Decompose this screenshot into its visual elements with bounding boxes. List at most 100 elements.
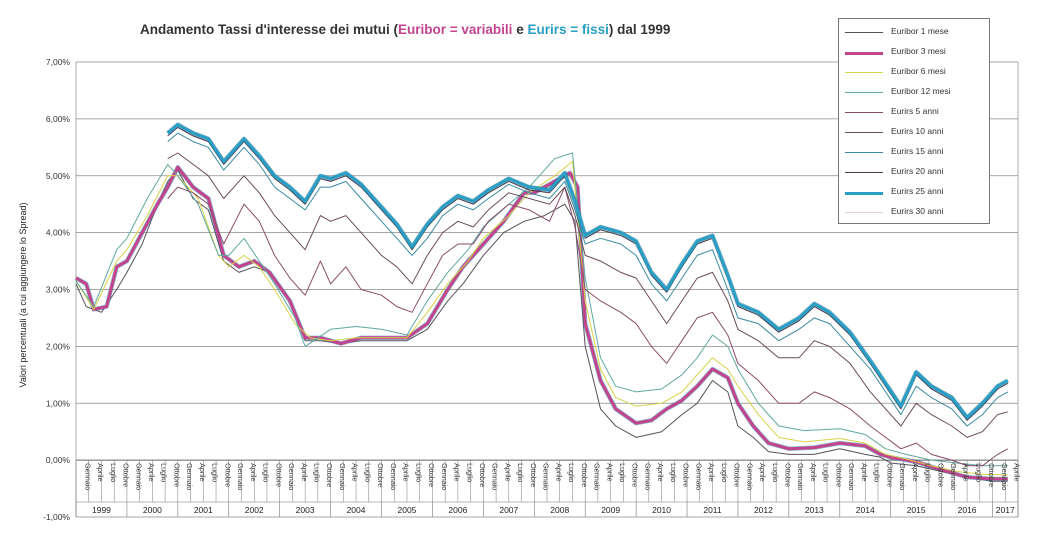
year-label: 2012: [754, 505, 773, 515]
month-label: Aprile: [147, 463, 156, 481]
month-label: Aprile: [707, 463, 716, 481]
month-label: Ottobre: [274, 463, 283, 487]
year-label: 2000: [143, 505, 162, 515]
legend-item: Eurirs 5 anni: [839, 103, 989, 123]
year-label: 2016: [958, 505, 977, 515]
y-tick-label: 7,00%: [46, 57, 71, 67]
month-label: Aprile: [962, 463, 971, 481]
legend-item: Euribor 12 mesi: [839, 83, 989, 103]
year-label: 2010: [652, 505, 671, 515]
gridlines: [75, 61, 1019, 518]
legend-label: Eurirs 15 anni: [891, 146, 944, 156]
month-label: Ottobre: [987, 463, 996, 487]
legend-item: Eurirs 15 anni: [839, 143, 989, 163]
legend-item: Eurirs 20 anni: [839, 163, 989, 183]
month-label: Aprile: [1013, 463, 1022, 481]
y-axis-ticks: -1,00% 0,00% 1,00% 2,00% 3,00% 4,00% 5,00% 6,00…: [43, 57, 70, 522]
title-part: ) dal 1999: [608, 22, 671, 37]
month-label: Gennaio: [134, 463, 143, 490]
year-label: 2004: [347, 505, 366, 515]
month-label: Gennaio: [236, 463, 245, 490]
month-label: Luglio: [974, 463, 983, 482]
month-label: Luglio: [771, 463, 780, 482]
y-axis-label: Valori percentuali (a cui aggiungere lo …: [18, 202, 28, 388]
year-label: 1999: [92, 505, 111, 515]
legend-label: Eurirs 5 anni: [891, 106, 939, 116]
legend-item: Euribor 6 mesi: [839, 63, 989, 83]
month-label: Gennaio: [491, 463, 500, 490]
month-label: Aprile: [656, 463, 665, 481]
month-label: Luglio: [109, 463, 118, 482]
month-label: Luglio: [262, 463, 271, 482]
month-label: Luglio: [465, 463, 474, 482]
y-tick-label: 5,00%: [46, 171, 71, 181]
legend-swatch: [845, 32, 883, 33]
year-label: 2009: [601, 505, 620, 515]
month-label: Luglio: [516, 463, 525, 482]
series-line-eurirs-15-anni: [167, 132, 1009, 427]
month-label: Ottobre: [682, 463, 691, 487]
month-label: Aprile: [351, 463, 360, 481]
series-line-eurirs-5-anni: [167, 186, 1009, 467]
legend-label: Euribor 6 mesi: [891, 66, 946, 76]
month-label: Ottobre: [580, 463, 589, 487]
month-label: Luglio: [567, 463, 576, 482]
month-label: Luglio: [160, 463, 169, 482]
legend-item: Eurirs 30 anni: [839, 203, 989, 223]
month-label: Ottobre: [122, 463, 131, 487]
month-label: Ottobre: [885, 463, 894, 487]
month-label: Aprile: [809, 463, 818, 481]
month-label: Gennaio: [745, 463, 754, 490]
month-label: Gennaio: [287, 463, 296, 490]
legend-label: Eurirs 10 anni: [891, 126, 944, 136]
legend-swatch: [845, 212, 883, 213]
month-label: Aprile: [249, 463, 258, 481]
title-part: e: [512, 22, 528, 37]
month-label: Luglio: [313, 463, 322, 482]
month-label: Gennaio: [694, 463, 703, 490]
year-label: 2011: [703, 505, 722, 515]
month-label: Gennaio: [185, 463, 194, 490]
legend-label: Eurirs 30 anni: [891, 206, 944, 216]
year-label: 2001: [194, 505, 213, 515]
month-label: Aprile: [911, 463, 920, 481]
month-label: Gennaio: [643, 463, 652, 490]
month-label: Luglio: [414, 463, 423, 482]
month-label: Aprile: [758, 463, 767, 481]
year-label: 2007: [499, 505, 518, 515]
title-part: Andamento Tassi d'interesse dei mutui (: [140, 22, 399, 37]
x-axis: Gennaio Aprile Luglio Ottobre Gennaio Aprile L…: [75, 460, 1022, 517]
y-tick-label: 6,00%: [46, 114, 71, 124]
month-label: Gennaio: [847, 463, 856, 490]
year-label: 2017: [996, 505, 1015, 515]
month-label: Ottobre: [733, 463, 742, 487]
month-label: Gennaio: [593, 463, 602, 490]
legend-swatch: [845, 92, 883, 93]
legend-swatch: [845, 172, 883, 173]
legend-swatch: [845, 132, 883, 133]
month-label: Ottobre: [376, 463, 385, 487]
month-label: Gennaio: [1000, 463, 1009, 490]
legend-item: Euribor 1 mese: [839, 23, 989, 43]
legend-swatch: [845, 192, 883, 195]
legend-label: Euribor 12 mesi: [891, 86, 951, 96]
month-label: Ottobre: [631, 463, 640, 487]
month-label: Luglio: [211, 463, 220, 482]
month-label: Aprile: [453, 463, 462, 481]
legend-label: Eurirs 20 anni: [891, 166, 944, 176]
series-line-eurirs-10-anni: [167, 152, 1008, 438]
month-label: Gennaio: [542, 463, 551, 490]
month-label: Ottobre: [784, 463, 793, 487]
title-part: Euribor = variabili: [398, 22, 513, 37]
legend-item: Euribor 3 mesi: [839, 43, 989, 63]
month-label: Aprile: [605, 463, 614, 481]
month-label: Ottobre: [834, 463, 843, 487]
legend-label: Euribor 1 mese: [891, 26, 949, 36]
month-label: Luglio: [822, 463, 831, 482]
month-label: Aprile: [96, 463, 105, 481]
month-label: Ottobre: [172, 463, 181, 487]
month-label: Aprile: [860, 463, 869, 481]
month-label: Luglio: [720, 463, 729, 482]
year-label: 2015: [907, 505, 926, 515]
year-label: 2006: [448, 505, 467, 515]
